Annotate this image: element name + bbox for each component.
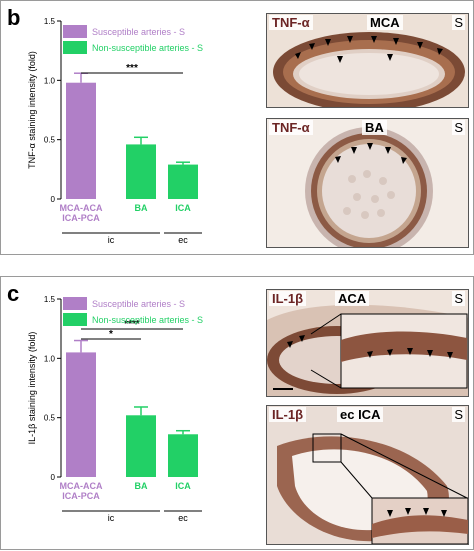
legend-swatch (63, 297, 87, 310)
bar (168, 164, 198, 199)
category-label: ICA (175, 481, 191, 491)
legend-label: Non-susceptible arteries - S (92, 43, 203, 53)
legend-label: Non-susceptible arteries - S (92, 315, 203, 325)
bar (126, 415, 156, 477)
y-axis-label: IL-1β staining intensity (fold) (27, 332, 37, 445)
category-label: BA (135, 203, 148, 213)
significance-label: *** (126, 63, 138, 74)
y-tick-label: 0.5 (44, 136, 56, 145)
category-label: BA (135, 481, 148, 491)
y-tick-label: 1.0 (44, 76, 56, 85)
category-label: ICA-PCA (62, 491, 100, 501)
micrograph-vessel-label: ACA (335, 291, 370, 306)
category-label: MCA-ACA (60, 203, 103, 213)
group-label: ic (108, 513, 115, 523)
micrograph-il1-aca: IL-1β ACA S (266, 289, 469, 397)
chart-c-il1-beta: 0 0.5 1.0 1.5 IL-1β staining intensity (fold… (27, 295, 203, 523)
y-tick-label: 0.5 (44, 414, 56, 423)
micrograph-stain-label: TNF-α (269, 15, 313, 30)
category-label: ICA-PCA (62, 213, 100, 223)
group-label: ic (108, 235, 115, 245)
panel-c: c 0 0.5 1.0 1.5 IL-1β staining intensity (fo… (0, 276, 474, 550)
micrograph-il1-aca-image (267, 290, 468, 396)
category-label: ICA (175, 203, 191, 213)
bar (66, 82, 96, 199)
legend-swatch (63, 41, 87, 54)
micrograph-vessel-label: MCA (367, 15, 403, 30)
micrograph-group-label: S (452, 120, 465, 135)
chart-b-tnf-alpha: 0 0.5 1.0 1.5 TNF-α staining intensity (fold… (27, 17, 203, 245)
micrograph-tnf-ba: TNF-α BA S (266, 118, 469, 248)
legend-swatch (63, 25, 87, 38)
micrograph-il1-ec-ica-image (267, 406, 468, 544)
scale-bar (273, 388, 293, 390)
significance-label: **** (124, 319, 140, 330)
micrograph-il1-ec-ica: IL-1β ec ICA S (266, 405, 469, 545)
bar (168, 434, 198, 477)
micrograph-group-label: S (452, 291, 465, 306)
bar (126, 144, 156, 199)
group-label: ec (178, 513, 188, 523)
micrograph-stain-label: TNF-α (269, 120, 313, 135)
micrograph-group-label: S (452, 15, 465, 30)
micrograph-tnf-mca: TNF-α MCA S (266, 13, 469, 108)
micrograph-vessel-label: ec ICA (337, 407, 384, 422)
panel-letter-c: c (7, 281, 20, 306)
legend-label: Susceptible arteries - S (92, 299, 185, 309)
category-label: MCA-ACA (60, 481, 103, 491)
significance-label: * (109, 329, 113, 340)
micrograph-stain-label: IL-1β (269, 291, 307, 306)
legend-label: Susceptible arteries - S (92, 27, 185, 37)
micrograph-vessel-label: BA (362, 120, 387, 135)
micrograph-tnf-mca-image (267, 14, 468, 107)
y-tick-label: 1.0 (44, 354, 56, 363)
legend-swatch (63, 313, 87, 326)
micrograph-tnf-ba-image (267, 119, 468, 247)
micrograph-group-label: S (452, 407, 465, 422)
y-tick-label: 1.5 (44, 295, 56, 304)
y-tick-label: 0 (51, 195, 56, 204)
panel-letter-b: b (7, 5, 21, 30)
panel-b: b 0 0.5 1.0 1.5 TNF-α staining intensity (fo… (0, 0, 474, 255)
y-axis-label: TNF-α staining intensity (fold) (27, 51, 37, 169)
group-label: ec (178, 235, 188, 245)
bar (66, 352, 96, 477)
micrograph-stain-label: IL-1β (269, 407, 307, 422)
y-tick-label: 1.5 (44, 17, 56, 26)
y-tick-label: 0 (51, 473, 56, 482)
